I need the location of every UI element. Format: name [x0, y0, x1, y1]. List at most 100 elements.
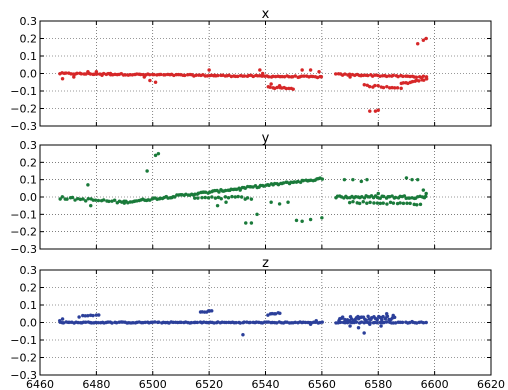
scatter-point	[384, 320, 389, 324]
y-tick-label: −0.2	[10, 226, 37, 239]
scatter-point	[417, 79, 421, 83]
scatter-point	[86, 70, 90, 74]
scatter-point	[153, 153, 158, 158]
scatter-point	[375, 201, 380, 205]
scatter-point	[378, 201, 383, 206]
scatter-point	[381, 314, 385, 319]
scatter-point	[278, 311, 282, 316]
scatter-point	[422, 78, 426, 82]
scatter-point	[400, 320, 405, 325]
scatter-point	[300, 68, 304, 72]
subplot-x: 0.3 0.2 0.1 0.0 −0.1 −0.2 −0.3 x	[10, 7, 492, 133]
scatter-point	[405, 201, 409, 206]
scatter-point	[381, 201, 385, 205]
scatter-point	[223, 195, 228, 199]
scatter-point	[402, 194, 407, 198]
x-tick-label: 6500	[139, 378, 167, 390]
scatter-point	[60, 77, 65, 81]
scatter-point	[415, 203, 419, 207]
scatter-point	[57, 318, 62, 323]
scatter-point	[235, 74, 240, 79]
y-tick-label: 0.0	[20, 191, 38, 204]
axis-ticks: 0.3 0.2 0.1 0.0 −0.1 −0.2 −0.3	[10, 15, 492, 133]
scatter-point	[308, 217, 313, 222]
scatter-point	[368, 322, 372, 326]
scatter-point	[148, 78, 152, 83]
scatter-point	[233, 195, 237, 199]
scatter-marks	[58, 36, 429, 113]
scatter-point	[97, 313, 101, 317]
scatter-point	[308, 322, 313, 326]
scatter-point	[375, 320, 379, 325]
subplot-title: z	[262, 256, 269, 271]
scatter-point	[308, 68, 313, 72]
scatter-point	[248, 320, 253, 325]
scatter-point	[368, 200, 372, 205]
scatter-point	[414, 75, 419, 79]
scatter-point	[156, 151, 161, 156]
subplot-title: y	[262, 131, 270, 146]
scatter-point	[424, 191, 428, 196]
scatter-point	[107, 199, 111, 204]
scatter-point	[404, 176, 409, 180]
y-tick-label: 0.2	[20, 282, 38, 295]
y-tick-label: 0.1	[20, 174, 38, 187]
scatter-point	[277, 202, 282, 206]
x-tick-label: 6460	[26, 378, 54, 390]
scatter-point	[79, 72, 84, 76]
scatter-point	[399, 86, 403, 91]
scatter-point	[86, 183, 90, 187]
scatter-point	[376, 108, 380, 113]
scatter-point	[230, 194, 234, 199]
y-tick-label: 0.3	[20, 15, 38, 28]
y-tick-label: 0.0	[20, 68, 38, 81]
scatter-point	[359, 73, 364, 78]
scatter-point	[153, 320, 157, 324]
scatter-point	[192, 196, 197, 200]
subplot-z: 6460 6480 6500 6520 6540 6560 6580 6600 6620 0.3 0…	[10, 256, 505, 390]
scatter-point	[110, 321, 114, 325]
scatter-point	[245, 196, 250, 200]
axis-ticks: 0.3 0.2 0.1 0.0 −0.1 −0.2 −0.3	[10, 139, 492, 256]
scatter-point	[277, 84, 282, 88]
scatter-marks	[58, 151, 428, 225]
y-tick-label: 0.2	[20, 156, 38, 169]
scatter-point	[424, 77, 429, 81]
scatter-point	[108, 71, 113, 76]
scatter-point	[207, 68, 211, 72]
scatter-point	[410, 177, 414, 182]
scatter-point	[269, 82, 273, 86]
scatter-point	[60, 317, 65, 321]
scatter-point	[152, 72, 156, 77]
scatter-point	[206, 196, 211, 200]
scatter-point	[401, 74, 405, 79]
scatter-point	[380, 317, 384, 322]
y-tick-label: 0.3	[20, 264, 38, 277]
scatter-point	[83, 199, 88, 203]
scatter-point	[239, 195, 244, 199]
y-tick-label: 0.2	[20, 33, 38, 46]
scatter-point	[368, 109, 372, 113]
scatter-point	[58, 197, 62, 201]
scatter-point	[147, 72, 152, 77]
scatter-point	[213, 196, 218, 200]
scatter-point	[424, 36, 428, 41]
scatter-point	[101, 198, 106, 202]
scatter-point	[157, 320, 161, 324]
scatter-point	[320, 177, 325, 181]
scatter-point	[351, 199, 355, 204]
scatter-point	[385, 202, 389, 206]
scatter-point	[142, 75, 147, 79]
x-tick-label: 6480	[82, 378, 110, 390]
scatter-point	[260, 71, 265, 76]
scatter-point	[415, 42, 420, 46]
scatter-point	[209, 309, 214, 313]
x-tick-label: 6620	[477, 378, 505, 390]
scatter-point	[362, 331, 366, 335]
scatter-point	[216, 195, 221, 200]
y-tick-label: −0.3	[10, 120, 37, 133]
scatter-point	[294, 218, 299, 223]
scatter-point	[410, 319, 414, 324]
scatter-point	[391, 201, 396, 205]
y-tick-label: −0.1	[10, 208, 37, 221]
